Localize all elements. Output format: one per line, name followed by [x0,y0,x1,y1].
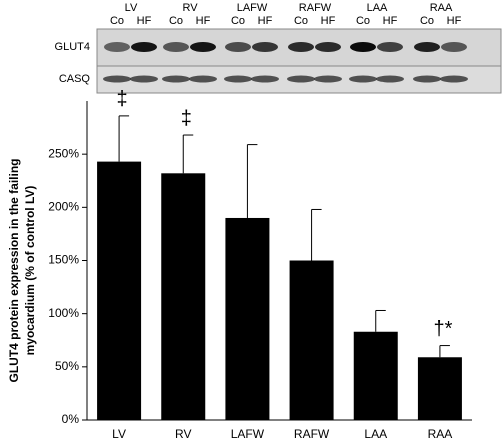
blot-sublane-label: HF [137,15,152,27]
blot-band [251,75,279,83]
bar [225,217,270,420]
blot-band [163,42,189,52]
blot-lane-label: LV [125,2,138,14]
blot-sublane-label: Co [294,15,308,27]
blot-band [287,75,315,83]
blot-band [288,42,314,52]
annotation: ‡ [117,88,128,110]
blot-lane-label: RV [182,2,198,14]
x-tick-label: LAA [364,427,387,441]
blot-band [225,42,251,52]
x-tick-label: LAFW [231,427,265,441]
x-tick-label: RV [175,427,191,441]
blot-band [104,42,130,52]
blot-band [376,75,404,83]
x-tick-label: LV [112,427,126,441]
blot-sublane-label: HF [383,15,398,27]
blot-sublane-label: Co [420,15,434,27]
bar [289,260,334,420]
y-axis-label: myocardium (% of control LV) [23,186,37,356]
y-tick-label: 50% [55,359,79,373]
blot-lane-label: LAA [367,2,388,14]
blot-band [441,42,467,52]
blot-band [190,42,216,52]
blot-band [349,75,377,83]
blot-band [350,42,376,52]
blot-lane-label: RAFW [299,2,332,14]
annotation: †* [433,318,452,340]
y-tick-label: 250% [48,146,79,160]
blot-band [162,75,190,83]
bar [417,357,462,420]
y-tick-label: 0% [62,412,80,426]
y-tick-label: 200% [48,200,79,214]
bar [161,173,206,420]
blot-band [103,75,131,83]
blot-sublane-label: Co [169,15,183,27]
blot-row-label: GLUT4 [55,41,90,53]
blot-band [131,42,157,52]
x-tick-label: RAFW [294,427,330,441]
x-tick-label: RAA [428,427,453,441]
bar [353,331,398,420]
blot-band [224,75,252,83]
blot-lane-label: RAA [430,2,453,14]
blot-sublane-label: HF [258,15,273,27]
blot-band [440,75,468,83]
y-tick-label: 100% [48,306,79,320]
annotation: ‡ [181,107,192,129]
blot-band [314,75,342,83]
blot-sublane-label: HF [447,15,462,27]
blot-band [315,42,341,52]
blot-lane-label: LAFW [237,2,268,14]
y-tick-label: 150% [48,253,79,267]
blot-sublane-label: HF [321,15,336,27]
blot-band [413,75,441,83]
blot-sublane-label: Co [356,15,370,27]
blot-band [130,75,158,83]
blot-row-label: CASQ [59,73,91,85]
blot-band [414,42,440,52]
blot-sublane-label: HF [196,15,211,27]
blot-sublane-label: Co [110,15,124,27]
bar [97,161,142,421]
y-axis-label: GLUT4 protein expression in the failing [7,158,21,382]
blot-band [377,42,403,52]
blot-band [252,42,278,52]
blot-sublane-label: Co [231,15,245,27]
blot-band [189,75,217,83]
